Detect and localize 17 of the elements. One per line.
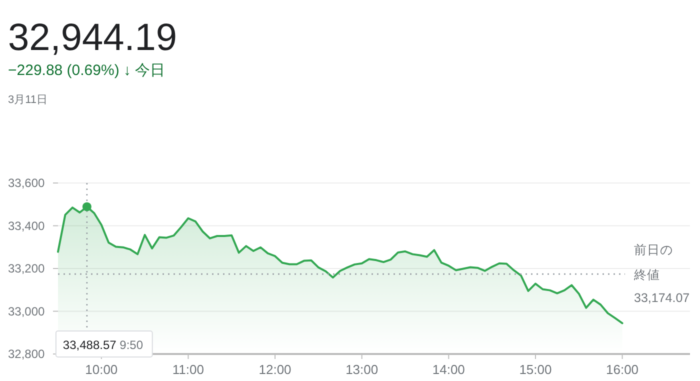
x-tick-label: 10:00 (85, 362, 118, 377)
annotation: 33,488.57 9:50 (62, 338, 144, 352)
x-tick-label: 11:00 (172, 362, 204, 377)
y-tick-label: 33,600 (8, 176, 46, 190)
y-tick-label: 33,200 (8, 262, 46, 276)
x-tick-label: 13:00 (346, 362, 378, 377)
y-tick-label: 33,400 (8, 218, 46, 233)
ref-line-label: 前日の終値 33,174.07 (633, 243, 690, 306)
y-tick-label: 33,000 (8, 304, 46, 318)
text: 3月11日 (8, 94, 48, 106)
chart-subtitle: −229.88 (0.69%) ↓ 今日 (8, 62, 166, 79)
x-tick-label: 14:00 (432, 362, 465, 377)
x-tick-label: 15:00 (519, 362, 552, 377)
chart-title: 32,944.19 (8, 17, 178, 59)
x-tick-label: 12:00 (258, 362, 292, 377)
x-tick-label: 16:00 (606, 362, 639, 377)
y-tick-label: 32,800 (8, 347, 46, 361)
